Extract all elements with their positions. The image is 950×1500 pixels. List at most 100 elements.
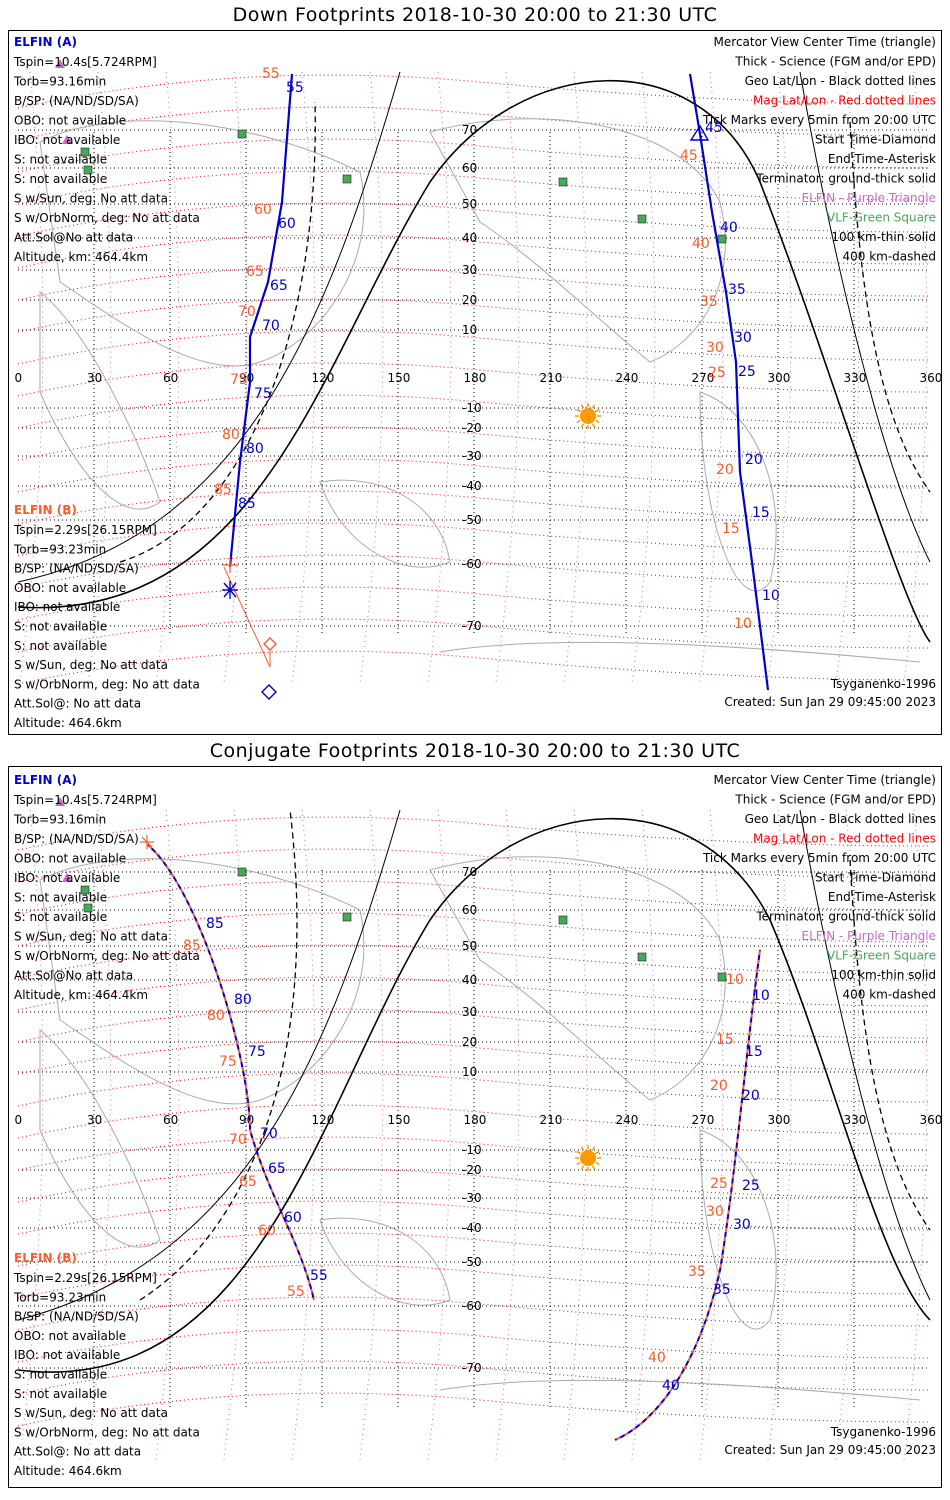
p1-lon-tick-label: 120 xyxy=(312,371,335,385)
p1-mag-lon-line xyxy=(291,71,316,684)
p2-mag-lon-line xyxy=(767,809,792,1461)
p1-legend-item: Tick Marks every 5min from 20:00 UTC xyxy=(702,113,936,127)
p2-terminator-ground xyxy=(17,817,931,1373)
p2-vlf-square-icon xyxy=(342,912,352,922)
p1-mag-lon-line xyxy=(495,71,520,684)
panel-1-frame xyxy=(8,30,942,735)
p1-track-a-mlat: 55 xyxy=(262,66,280,82)
p1-end-asterisk-icon xyxy=(223,582,237,598)
p1-track-b-mlat: 25 xyxy=(708,365,726,381)
p1-elfin-a-line: Torb=93.16min xyxy=(13,75,106,89)
p2-track-a-mlat: 60 xyxy=(258,1223,276,1239)
p1-sun-ray xyxy=(591,404,596,409)
p2-mag-lat-line xyxy=(17,1072,931,1107)
p1-elfin-a-line: S w/OrbNorm, deg: No att data xyxy=(14,211,200,225)
p1-lon-tick-label: 300 xyxy=(768,371,791,385)
p2-mag-lat-line xyxy=(17,1008,931,1043)
p2-vlf-square-icon xyxy=(717,972,727,982)
p1-mag-lat-line xyxy=(17,490,931,525)
p1-lon-tick-label: 180 xyxy=(464,371,487,385)
p2-track-a-mlat: 70 xyxy=(229,1132,247,1148)
p1-lat-tick-label: 20 xyxy=(462,293,477,307)
p1-track-b-label: 20 xyxy=(745,452,763,468)
p2-elfin-a-line: S: not available xyxy=(14,910,107,924)
p1-vlf-square-icon xyxy=(717,234,727,244)
p1-lon-tick-label: 30 xyxy=(87,371,102,385)
p2-coastline xyxy=(39,1028,161,1248)
p2-track-a-label: 80 xyxy=(234,992,252,1008)
p2-mag-lat-line xyxy=(17,1360,931,1395)
p2-end-asterisk-icon xyxy=(141,836,153,848)
p1-mag-lat-line xyxy=(17,330,931,365)
p2-elfin-a-heading: ELFIN (A) xyxy=(14,773,77,787)
p1-mag-lon-line xyxy=(903,71,928,684)
p1-track-a-label: 65 xyxy=(270,278,288,294)
p1-sun-ray xyxy=(576,408,581,413)
p1-elfin-b-line: IBO: not available xyxy=(14,600,120,614)
p2-lon-tick-label: 90 xyxy=(239,1113,254,1127)
p1-track-a-mlat: 60 xyxy=(254,202,272,218)
p1-elfin-a-heading: ELFIN (A) xyxy=(14,35,77,49)
p2-lat-tick-label: 20 xyxy=(462,1035,477,1049)
p1-lon-tick-label: 210 xyxy=(540,371,563,385)
p2-track-a-mlat: 80 xyxy=(207,1008,225,1024)
p1-terminator-ground xyxy=(17,79,931,643)
p2-mag-lon-line xyxy=(223,809,248,1461)
p2-mag-lat-line xyxy=(17,1200,931,1235)
p1-start-diamond-b-icon xyxy=(263,637,277,651)
p2-lat-tick-label: -10 xyxy=(462,1143,482,1157)
p2-track-a xyxy=(147,844,315,1301)
p2-lat-tick-label: 70 xyxy=(462,865,477,879)
p2-track-b-label: 35 xyxy=(713,1282,731,1298)
p2-lon-tick-label: 210 xyxy=(540,1113,563,1127)
p2-mag-lon-line xyxy=(155,809,180,1461)
p2-vlf-square-icon xyxy=(80,885,90,895)
p1-elfin-b-line: Altitude: 464.6km xyxy=(14,716,122,730)
p2-track-a-label: 70 xyxy=(260,1126,278,1142)
p1-track-b-label: 40 xyxy=(720,220,738,236)
p1-mag-lat-line xyxy=(17,522,931,557)
p2-coastline xyxy=(429,856,726,1101)
p2-elfin-a-line: Altitude, km: 464.4km xyxy=(14,988,148,1002)
p2-track-b-mlat: 15 xyxy=(716,1032,734,1048)
p2-track-a-mlat: 55 xyxy=(287,1284,305,1300)
p1-track-b-mlat: 35 xyxy=(700,294,718,310)
p1-mag-lon-line xyxy=(223,71,248,684)
p2-sun-ray xyxy=(576,1150,581,1155)
p1-lat-tick-label: -50 xyxy=(462,513,482,527)
p1-elfin-a-line: IBO: not available xyxy=(14,133,120,147)
p2-coastline xyxy=(439,1379,921,1401)
p2-lon-tick-label: 240 xyxy=(616,1113,639,1127)
p2-mag-lon-line xyxy=(427,809,452,1461)
p1-vlf-square-icon xyxy=(80,147,90,157)
p2-lon-tick-label: 150 xyxy=(388,1113,411,1127)
p1-legend-item: ELFIN - Purple Triangle xyxy=(802,191,936,205)
p2-lat-tick-label: -30 xyxy=(462,1191,482,1205)
p1-mag-lat-line xyxy=(17,554,931,589)
p1-elfin-triangle-icon xyxy=(55,59,65,68)
p1-elfin-b-line: OBO: not available xyxy=(14,581,126,595)
p1-track-a-mlat: 70 xyxy=(238,304,256,320)
p2-elfin-b-line: S: not available xyxy=(14,1387,107,1401)
p2-elfin-b-line: Att.Sol@: No att data xyxy=(14,1445,141,1459)
p2-legend-item: End Time-Asterisk xyxy=(828,890,936,904)
p2-legend-item: ELFIN - Purple Triangle xyxy=(802,929,936,943)
p1-mag-lon-line xyxy=(359,71,384,684)
p1-mag-lon-line xyxy=(155,71,180,684)
p1-mag-lat-line xyxy=(17,394,931,429)
p1-mag-lon-line xyxy=(427,71,452,684)
p1-track-b-mlat: 30 xyxy=(706,340,724,356)
p1-track-a-label: 55 xyxy=(286,80,304,96)
p1-lat-tick-label: -70 xyxy=(462,619,482,633)
p2-mag-lon-line xyxy=(835,809,860,1461)
p2-lat-tick-label: 10 xyxy=(462,1065,477,1079)
p2-terminator-100km-east xyxy=(799,809,931,1301)
panel-2-title: Conjugate Footprints 2018-10-30 20:00 to… xyxy=(209,740,741,762)
p1-terminator-400km xyxy=(119,101,316,563)
p1-track-b-label: 30 xyxy=(734,330,752,346)
p1-elfin-b-line: Tspin=2.29s[26.15RPM] xyxy=(13,523,157,537)
p1-coastline xyxy=(39,290,161,510)
p1-elfin-a-line: S w/Sun, deg: No att data xyxy=(14,192,168,206)
p2-elfin-a-line: S: not available xyxy=(14,891,107,905)
